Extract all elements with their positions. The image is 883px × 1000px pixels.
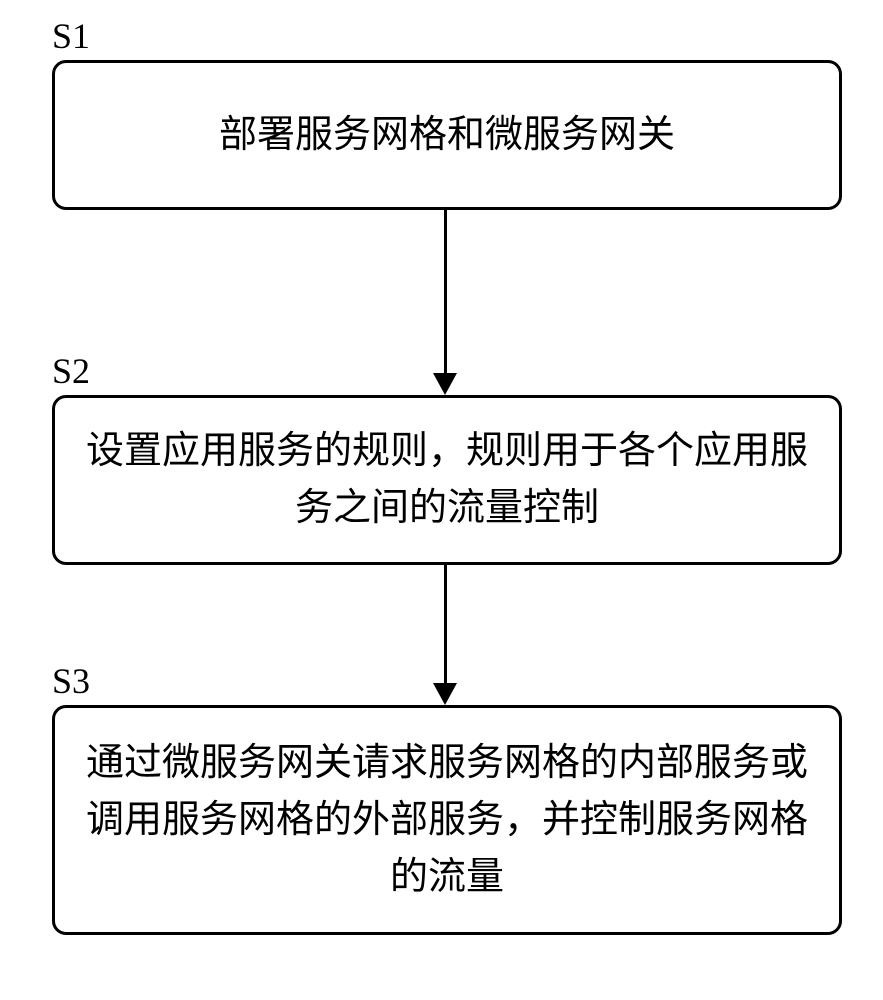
arrow-s1-s2-line — [444, 210, 447, 373]
step-box-s3-text: 通过微服务网关请求服务网格的内部服务或调用服务网格的外部服务，并控制服务网格的流… — [85, 735, 809, 906]
step-label-s2: S2 — [52, 350, 90, 392]
step-box-s3: 通过微服务网关请求服务网格的内部服务或调用服务网格的外部服务，并控制服务网格的流… — [52, 705, 842, 935]
arrow-s2-s3-head — [433, 683, 457, 705]
arrow-s2-s3-line — [444, 565, 447, 683]
step-box-s1: 部署服务网格和微服务网关 — [52, 60, 842, 210]
flowchart-canvas: S1 S2 S3 部署服务网格和微服务网关 设置应用服务的规则，规则用于各个应用… — [0, 0, 883, 1000]
step-box-s2: 设置应用服务的规则，规则用于各个应用服务之间的流量控制 — [52, 395, 842, 565]
step-box-s1-text: 部署服务网格和微服务网关 — [219, 107, 675, 164]
step-label-s1: S1 — [52, 15, 90, 57]
step-label-s3: S3 — [52, 660, 90, 702]
arrow-s1-s2-head — [433, 373, 457, 395]
step-box-s2-text: 设置应用服务的规则，规则用于各个应用服务之间的流量控制 — [85, 423, 809, 537]
